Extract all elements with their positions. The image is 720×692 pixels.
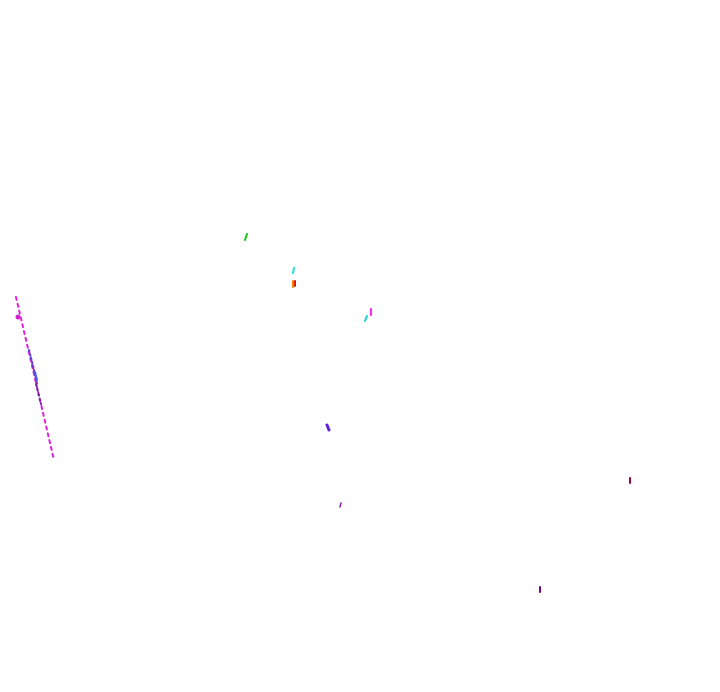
mark — [292, 267, 295, 274]
mark — [339, 502, 342, 508]
trail-segment — [35, 383, 42, 405]
mark — [244, 233, 248, 241]
trail-segment — [34, 371, 38, 381]
mark — [364, 315, 368, 322]
trail-dot — [15, 314, 21, 320]
trail-segment — [28, 349, 34, 367]
mark — [325, 423, 331, 432]
